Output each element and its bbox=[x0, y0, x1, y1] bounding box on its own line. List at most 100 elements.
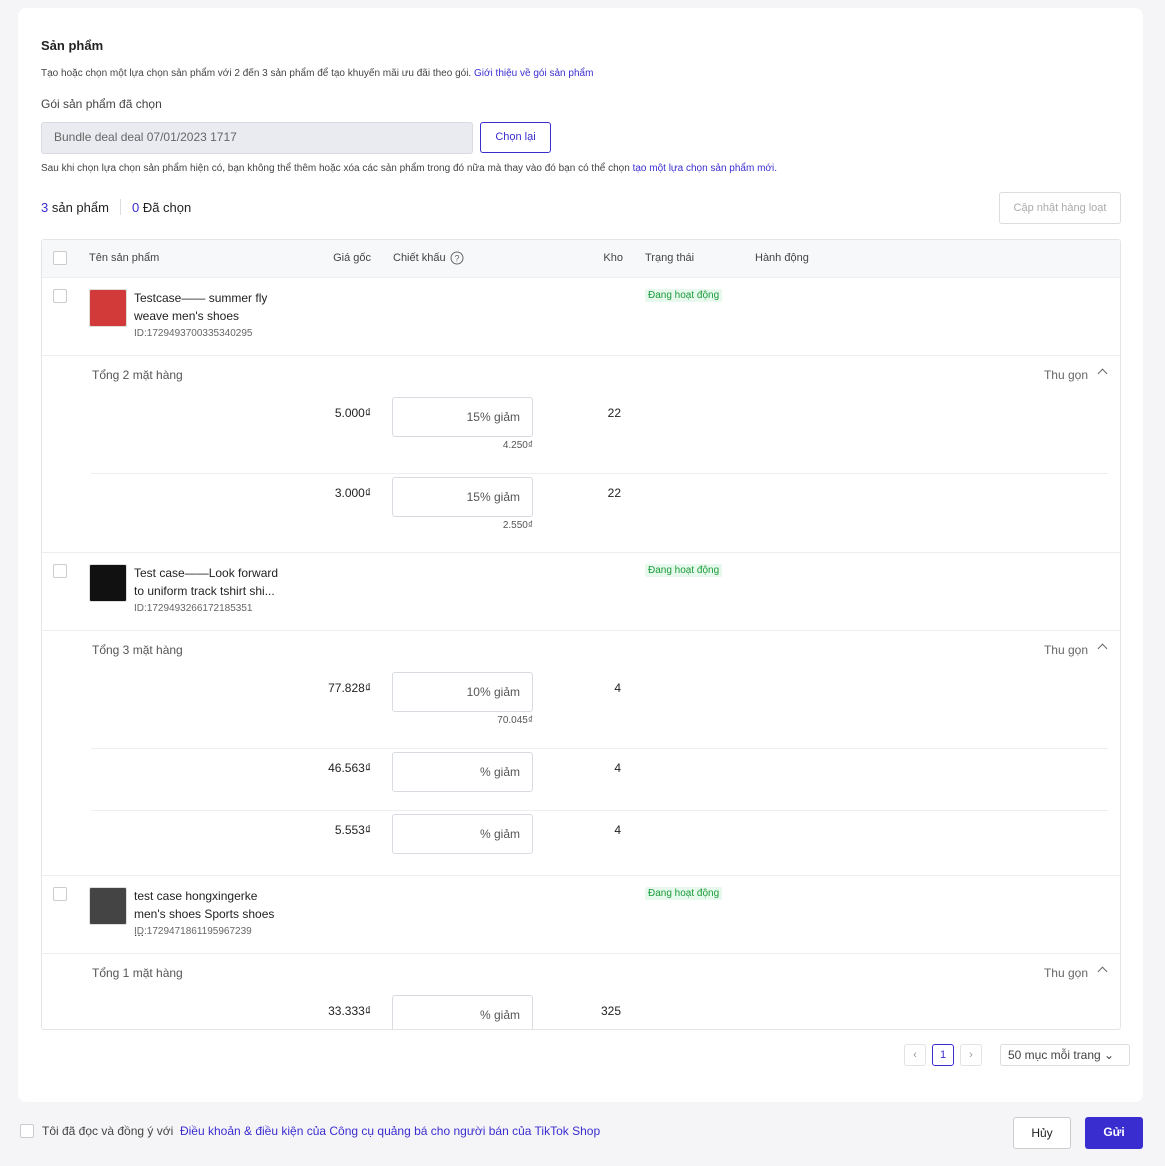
product-id: ID:1729493266172185351 bbox=[134, 603, 253, 614]
cancel-button[interactable]: Hủy bbox=[1013, 1117, 1071, 1149]
discounted-price: 70.045₫ bbox=[497, 715, 533, 726]
header-cell: Chiết khấu bbox=[393, 252, 446, 264]
agree-checkbox[interactable] bbox=[20, 1124, 34, 1138]
collapse-toggle[interactable]: Thu gọn bbox=[1043, 368, 1088, 382]
header-cell: Tên sản phẩm bbox=[89, 252, 160, 264]
discount-input[interactable]: % giảm bbox=[392, 814, 533, 854]
variant-row: 46.563₫ % giảm 4 bbox=[91, 748, 1108, 810]
variant-row: 3.000₫ 15% giảm 2.550₫ 22 bbox=[91, 473, 1108, 552]
discount-unit: % giảm bbox=[479, 827, 520, 841]
help-icon[interactable]: ? bbox=[450, 251, 464, 265]
prev-page[interactable]: ‹ bbox=[904, 1044, 926, 1066]
discount-input[interactable]: % giảm bbox=[392, 752, 533, 792]
bulk-update-button[interactable]: Cập nhật hàng loạt bbox=[999, 192, 1121, 224]
discount-input[interactable]: % giảm bbox=[392, 995, 533, 1029]
product-row: Test case——Look forward to uniform track… bbox=[42, 552, 1120, 630]
original-price: 5.000₫ bbox=[334, 406, 371, 420]
discount-value: 15 bbox=[466, 410, 480, 424]
discount-unit: % giảm bbox=[479, 410, 520, 424]
bundle-label: Gói sản phẩm đã chọn bbox=[41, 97, 162, 111]
stock: 4 bbox=[614, 761, 621, 775]
section-title: Sản phẩm bbox=[41, 38, 104, 53]
selected-count: 0 bbox=[131, 199, 140, 215]
product-card: Sản phẩm Tạo hoặc chọn một lựa chọn sản … bbox=[18, 8, 1143, 1102]
discount-unit: % giảm bbox=[479, 1008, 520, 1022]
bundle-input: Bundle deal deal 07/01/2023 1717 bbox=[41, 122, 473, 154]
summary-row: Tổng 2 mặt hàng Thu gọn bbox=[42, 355, 1120, 394]
discount-value: 15 bbox=[466, 490, 480, 504]
original-price: 5.553₫ bbox=[334, 823, 371, 837]
current-page[interactable]: 1 bbox=[932, 1044, 954, 1066]
per-page-text: 50 mục mỗi trang bbox=[1008, 1048, 1101, 1062]
new-selection-link[interactable]: tạo một lựa chọn sản phẩm mới. bbox=[632, 163, 777, 174]
svg-text:?: ? bbox=[454, 254, 459, 264]
product-image bbox=[89, 289, 127, 327]
description: Tạo hoặc chọn một lựa chọn sản phẩm với … bbox=[41, 68, 593, 79]
product-id: ID:1729471861195967239 bbox=[134, 926, 252, 937]
original-price: 46.563₫ bbox=[328, 761, 371, 775]
reselect-button[interactable]: Chọn lại bbox=[480, 122, 551, 153]
terms-link[interactable]: Điều khoản & điều kiện của Công cụ quảng… bbox=[179, 1124, 601, 1138]
note: Sau khi chọn lựa chọn sản phẩm hiện có, … bbox=[41, 163, 777, 174]
status-badge: Đang hoạt động bbox=[645, 564, 723, 577]
discount-value: 10 bbox=[466, 685, 480, 699]
row-checkbox[interactable] bbox=[53, 887, 67, 901]
intro-link[interactable]: Giới thiệu về gói sản phẩm bbox=[474, 68, 594, 79]
table-header: Tên sản phẩm Giá gốc Chiết khấu ? Kho Tr… bbox=[42, 240, 1120, 277]
product-count-label: sản phẩm bbox=[51, 199, 109, 215]
note-text: Sau khi chọn lựa chọn sản phẩm hiện có, … bbox=[41, 163, 630, 174]
summary-row: Tổng 3 mặt hàng Thu gọn bbox=[42, 630, 1120, 669]
selected-label: Đã chọn bbox=[142, 199, 192, 215]
variant-row: 5.553₫ % giảm 4 bbox=[91, 810, 1108, 875]
product-id: ID:1729493700335340295 bbox=[134, 328, 253, 339]
stock: 325 bbox=[600, 1004, 621, 1018]
product-table: Tên sản phẩm Giá gốc Chiết khấu ? Kho Tr… bbox=[41, 239, 1121, 1030]
variant-row: 5.000₫ 15% giảm 4.250₫ 22 bbox=[91, 394, 1108, 473]
agreement: Tôi đã đọc và đồng ý với Điều khoản & đi… bbox=[20, 1124, 600, 1138]
next-page[interactable]: › bbox=[960, 1044, 982, 1066]
agree-text: Tôi đã đọc và đồng ý với bbox=[42, 1124, 174, 1138]
discount-input[interactable]: 15% giảm bbox=[392, 477, 533, 517]
row-checkbox[interactable] bbox=[53, 564, 67, 578]
discount-input[interactable]: 10% giảm bbox=[392, 672, 533, 712]
counts: 3 sản phẩm 0 Đã chọn bbox=[41, 199, 191, 215]
original-price: 33.333₫ bbox=[328, 1004, 371, 1018]
per-page-select[interactable]: 50 mục mỗi trang ⌄ bbox=[1000, 1044, 1130, 1066]
chevron-icon bbox=[1097, 643, 1108, 654]
checkbox-all[interactable] bbox=[53, 251, 67, 265]
variant-row: 33.333₫ % giảm 325 bbox=[91, 992, 1108, 1029]
collapse-toggle[interactable]: Thu gọn bbox=[1043, 643, 1088, 657]
item-total: Tổng 2 mặt hàng bbox=[92, 368, 183, 382]
separator bbox=[119, 199, 121, 215]
product-name: test case hongxingerke men's shoes Sport… bbox=[134, 889, 275, 939]
header-cell: Hành động bbox=[755, 252, 809, 264]
chevron-icon bbox=[1097, 368, 1108, 379]
summary-row: Tổng 1 mặt hàng Thu gọn bbox=[42, 953, 1120, 992]
stock: 4 bbox=[614, 823, 621, 837]
row-checkbox[interactable] bbox=[53, 289, 67, 303]
collapse-toggle[interactable]: Thu gọn bbox=[1043, 966, 1088, 980]
product-image bbox=[89, 887, 127, 925]
status-badge: Đang hoạt động bbox=[645, 887, 723, 900]
product-row: Testcase—— summer fly weave men's shoes I… bbox=[42, 277, 1120, 355]
submit-button[interactable]: Gửi bbox=[1085, 1117, 1143, 1149]
status-badge: Đang hoạt động bbox=[645, 289, 723, 302]
header-cell: Trạng thái bbox=[645, 252, 695, 264]
product-count: 3 bbox=[41, 199, 49, 215]
stock: 22 bbox=[607, 406, 621, 420]
description-text: Tạo hoặc chọn một lựa chọn sản phẩm với … bbox=[41, 68, 472, 79]
chevron-icon bbox=[1097, 966, 1108, 977]
item-total: Tổng 1 mặt hàng bbox=[92, 966, 183, 980]
original-price: 77.828₫ bbox=[328, 681, 371, 695]
pagination: ‹ 1 › 50 mục mỗi trang ⌄ bbox=[904, 1044, 1130, 1066]
product-image bbox=[89, 564, 127, 602]
discounted-price: 4.250₫ bbox=[502, 440, 533, 451]
product-name: Test case——Look forward to uniform track… bbox=[134, 566, 279, 598]
discount-input[interactable]: 15% giảm bbox=[392, 397, 533, 437]
discount-unit: % giảm bbox=[479, 490, 520, 504]
product-row: test case hongxingerke men's shoes Sport… bbox=[42, 875, 1120, 953]
header-cell: Giá gốc bbox=[333, 252, 371, 264]
product-name: Testcase—— summer fly weave men's shoes bbox=[134, 291, 268, 323]
